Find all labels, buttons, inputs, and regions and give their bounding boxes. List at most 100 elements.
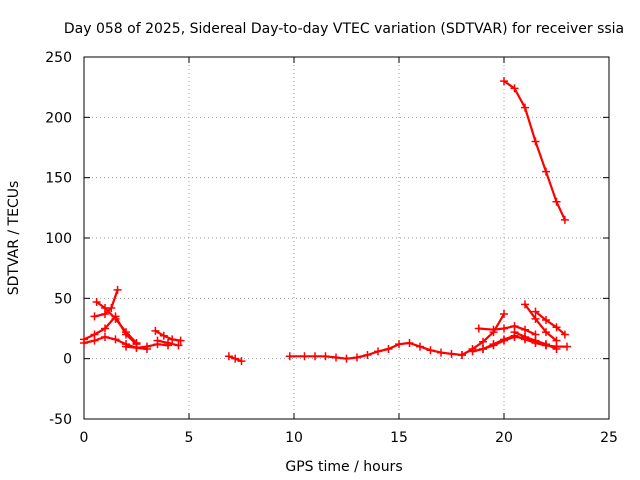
- data-point: [113, 285, 122, 294]
- x-tick-label: 10: [285, 430, 303, 446]
- series-s17: [510, 328, 561, 354]
- data-point: [174, 341, 183, 350]
- data-point: [500, 335, 508, 344]
- data-point: [426, 346, 435, 355]
- data-point: [311, 352, 319, 361]
- grid-lines: [84, 57, 609, 419]
- data-point: [374, 347, 382, 356]
- series-s12: [474, 322, 540, 339]
- plot-frame: [83, 56, 610, 420]
- y-tick-label: 150: [45, 171, 72, 187]
- x-tick-label: 5: [185, 430, 194, 446]
- x-axis-label: GPS time / hours: [285, 459, 402, 475]
- data-point: [437, 348, 445, 357]
- data-point: [111, 314, 120, 323]
- data-point: [405, 338, 414, 347]
- series-s16: [531, 307, 569, 339]
- data-point: [101, 332, 109, 341]
- series-trace: [93, 288, 119, 318]
- data-point: [80, 335, 88, 344]
- data-point: [510, 84, 519, 93]
- data-point: [353, 353, 361, 362]
- y-tick-label: 100: [45, 231, 72, 247]
- data-point: [164, 338, 172, 347]
- data-point: [560, 215, 569, 224]
- data-point: [285, 352, 294, 361]
- data-series: [80, 77, 571, 366]
- data-point: [90, 312, 99, 321]
- data-point: [300, 352, 309, 361]
- y-tick-label: 200: [45, 110, 72, 126]
- data-point: [122, 328, 130, 337]
- data-point: [92, 297, 101, 306]
- data-point: [237, 357, 246, 366]
- data-point: [231, 354, 240, 363]
- y-tick-label: 0: [63, 352, 72, 368]
- x-tick-label: 15: [390, 430, 408, 446]
- data-point: [552, 197, 561, 206]
- axis-ticks: 0 5 10 15 20 25 -50 0 50 100 150 200 250: [45, 50, 618, 446]
- data-point: [560, 330, 569, 339]
- data-point: [542, 340, 550, 349]
- data-point: [168, 335, 177, 344]
- data-point: [447, 349, 456, 358]
- data-point: [500, 77, 508, 86]
- series-trace: [523, 303, 558, 342]
- x-tick-label: 25: [600, 430, 618, 446]
- data-point: [489, 340, 498, 349]
- data-point: [542, 316, 550, 325]
- data-point: [552, 345, 561, 354]
- data-point: [489, 325, 498, 334]
- data-point: [500, 324, 508, 333]
- data-point: [143, 342, 151, 351]
- data-point: [332, 353, 340, 362]
- data-point: [479, 337, 487, 346]
- series-s6: [151, 326, 185, 345]
- data-point: [101, 310, 109, 319]
- data-point: [153, 336, 162, 345]
- data-point: [542, 328, 550, 337]
- data-point: [474, 324, 483, 333]
- y-tick-label: 250: [45, 50, 72, 66]
- data-point: [521, 332, 529, 341]
- data-point: [531, 336, 540, 345]
- data-point: [224, 352, 233, 361]
- data-point: [342, 354, 351, 363]
- data-point: [122, 342, 130, 351]
- x-tick-label: 20: [495, 430, 513, 446]
- series-s4: [90, 285, 122, 321]
- x-tick-label: 0: [80, 430, 89, 446]
- data-point: [521, 300, 529, 309]
- data-point: [468, 347, 477, 356]
- data-point: [521, 325, 529, 334]
- y-axis-label: SDTVAR / TECUs: [6, 181, 22, 296]
- data-point: [531, 314, 540, 323]
- data-point: [111, 335, 120, 344]
- data-point: [563, 342, 571, 351]
- data-point: [531, 307, 540, 316]
- data-point: [101, 324, 109, 333]
- data-point: [159, 331, 168, 340]
- data-point: [416, 342, 424, 351]
- data-point: [90, 330, 99, 339]
- data-point: [458, 351, 466, 360]
- series-s14: [500, 77, 569, 224]
- series-s15: [521, 300, 561, 345]
- data-point: [552, 336, 561, 345]
- series-s7: [153, 336, 183, 350]
- y-tick-label: -50: [49, 412, 72, 428]
- y-tick-label: 50: [54, 291, 72, 307]
- series-trace: [154, 329, 182, 342]
- data-point: [479, 345, 487, 354]
- series-trace: [534, 310, 567, 336]
- series-trace: [82, 315, 138, 346]
- data-point: [531, 137, 540, 146]
- data-point: [395, 340, 403, 349]
- data-point: [521, 103, 529, 112]
- data-point: [176, 336, 185, 345]
- data-point: [500, 310, 508, 319]
- data-point: [107, 303, 116, 312]
- data-point: [384, 345, 393, 354]
- data-point: [363, 351, 372, 360]
